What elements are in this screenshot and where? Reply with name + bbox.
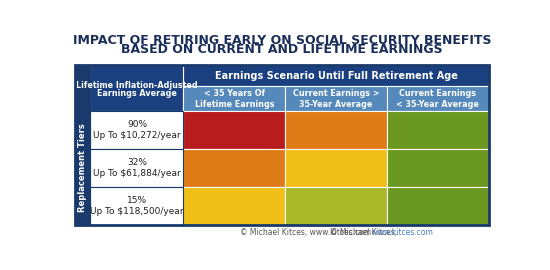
- Text: Lifetime Inflation-Adjusted: Lifetime Inflation-Adjusted: [76, 81, 198, 90]
- Bar: [184, 65, 489, 86]
- Bar: [90, 149, 184, 187]
- Bar: [184, 86, 285, 111]
- Text: Current Earnings >
35-Year Average: Current Earnings > 35-Year Average: [293, 89, 380, 109]
- Text: © Michael Kitces,: © Michael Kitces,: [330, 228, 397, 237]
- Text: www.kitces.com: www.kitces.com: [370, 228, 433, 237]
- Text: IMPACT OF RETIRING EARLY ON SOCIAL SECURITY BENEFITS: IMPACT OF RETIRING EARLY ON SOCIAL SECUR…: [73, 33, 491, 47]
- Bar: [285, 149, 387, 187]
- Bar: [75, 65, 489, 225]
- Bar: [75, 65, 90, 225]
- Bar: [90, 65, 184, 111]
- Bar: [387, 187, 489, 225]
- Text: © Michael Kitces, www.kitces.com: © Michael Kitces, www.kitces.com: [240, 228, 371, 237]
- Bar: [387, 86, 489, 111]
- Bar: [285, 86, 387, 111]
- Text: Earnings Scenario Until Full Retirement Age: Earnings Scenario Until Full Retirement …: [214, 70, 458, 80]
- Bar: [90, 111, 184, 149]
- Text: < 35 Years Of
Lifetime Earnings: < 35 Years Of Lifetime Earnings: [195, 89, 274, 109]
- Text: BASED ON CURRENT AND LIFETIME EARNINGS: BASED ON CURRENT AND LIFETIME EARNINGS: [121, 43, 443, 56]
- Text: 32%
Up To $61,884/year: 32% Up To $61,884/year: [93, 157, 181, 178]
- Bar: [285, 111, 387, 149]
- Text: Replacement Tiers: Replacement Tiers: [78, 124, 87, 212]
- Bar: [184, 111, 285, 149]
- Bar: [90, 187, 184, 225]
- Bar: [184, 187, 285, 225]
- Bar: [387, 149, 489, 187]
- Text: 15%
Up To $118,500/year: 15% Up To $118,500/year: [90, 195, 184, 216]
- Bar: [387, 111, 489, 149]
- Text: Current Earnings
< 35-Year Average: Current Earnings < 35-Year Average: [397, 89, 480, 109]
- Text: 90%
Up To $10,272/year: 90% Up To $10,272/year: [93, 120, 181, 140]
- Bar: [184, 149, 285, 187]
- Bar: [285, 187, 387, 225]
- Text: Earnings Average: Earnings Average: [97, 89, 177, 98]
